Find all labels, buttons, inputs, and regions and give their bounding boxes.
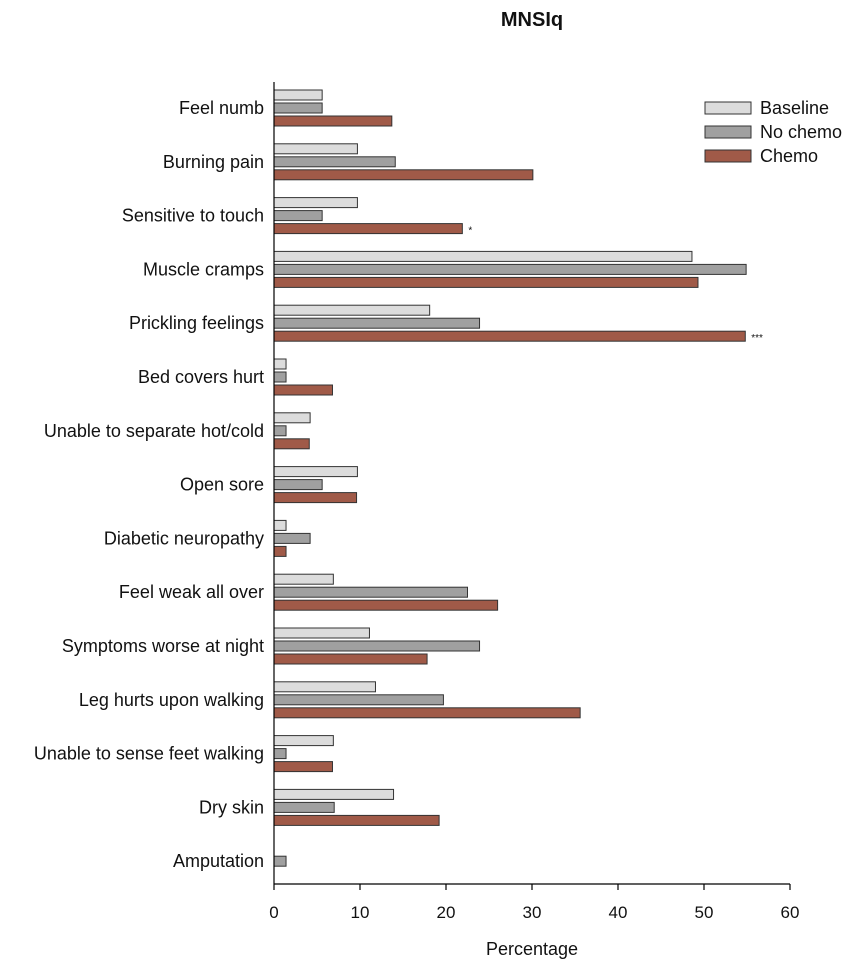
bar-baseline-open-sore [273,466,358,478]
x-tick-label-20: 20 [437,903,456,922]
bar-chemo-symptoms-worse-at-night [273,653,428,665]
bar-no-chemo-dry-skin [273,801,335,813]
bar-chemo-unable-to-sense-feet-walking [273,761,333,773]
bar-chemo-leg-hurts-upon-walking [273,707,581,719]
x-ticks: 0 10 20 30 40 50 60 [269,884,799,922]
bar-chemo-diabetic-neuropathy [273,545,287,557]
legend-swatch-chemo [704,149,752,163]
category-label-dry-skin: Dry skin [199,797,264,817]
category-label-feel-numb: Feel numb [179,98,264,118]
bar-chemo-burning-pain [273,169,534,181]
bar-baseline-symptoms-worse-at-night [273,627,370,639]
legend-label-baseline: Baseline [760,98,829,118]
category-label-sensitive-to-touch: Sensitive to touch [122,206,264,226]
bars-group [273,89,747,867]
bar-baseline-sensitive-to-touch [273,197,358,209]
bar-chemo-muscle-cramps [273,276,699,288]
category-label-bed-covers-hurt: Bed covers hurt [138,367,264,387]
bar-chemo-sensitive-to-touch [273,223,463,235]
category-label-leg-hurts-upon-walking: Leg hurts upon walking [79,690,264,710]
x-tick-label-60: 60 [781,903,800,922]
legend-label-chemo: Chemo [760,146,818,166]
legend-label-no-chemo: No chemo [760,122,842,142]
bar-baseline-diabetic-neuropathy [273,519,287,531]
bar-baseline-muscle-cramps [273,250,693,262]
category-label-unable-to-separate-hot-cold: Unable to separate hot/cold [44,421,264,441]
bar-no-chemo-feel-weak-all-over [273,586,468,598]
bar-baseline-feel-numb [273,89,323,101]
category-label-feel-weak-all-over: Feel weak all over [119,582,264,602]
bar-chemo-unable-to-separate-hot-cold [273,438,310,450]
category-label-diabetic-neuropathy: Diabetic neuropathy [104,528,264,548]
bar-chemo-feel-weak-all-over [273,599,499,611]
bar-chemo-open-sore [273,492,358,504]
bar-chemo-prickling-feelings [273,330,746,342]
bar-chemo-dry-skin [273,814,440,826]
bar-baseline-unable-to-sense-feet-walking [273,735,334,747]
category-label-muscle-cramps: Muscle cramps [143,259,264,279]
x-tick-label-40: 40 [609,903,628,922]
bar-baseline-leg-hurts-upon-walking [273,681,376,693]
legend: Baseline No chemo Chemo [704,98,842,166]
legend-swatch-no-chemo [704,125,752,139]
x-tick-label-30: 30 [523,903,542,922]
bar-no-chemo-burning-pain [273,156,396,168]
category-label-symptoms-worse-at-night: Symptoms worse at night [62,636,264,656]
bar-baseline-bed-covers-hurt [273,358,287,370]
category-label-prickling-feelings: Prickling feelings [129,313,264,333]
bar-baseline-prickling-feelings [273,304,431,316]
bar-baseline-burning-pain [273,143,358,155]
x-tick-label-10: 10 [351,903,370,922]
bar-no-chemo-prickling-feelings [273,317,481,329]
bar-no-chemo-sensitive-to-touch [273,210,323,222]
annotation-sensitive-to-touch: * [468,226,472,237]
bar-no-chemo-bed-covers-hurt [273,371,287,383]
chart-title: MNSIq [501,9,563,31]
significance-annotations: **** [468,226,763,345]
bar-baseline-unable-to-separate-hot-cold [273,412,311,424]
bar-no-chemo-amputation [273,855,287,867]
annotation-prickling-feelings: *** [751,333,763,344]
bar-chemo-feel-numb [273,115,393,127]
x-axis-title: Percentage [486,939,578,959]
x-tick-label-0: 0 [269,903,278,922]
bar-no-chemo-feel-numb [273,102,323,114]
bar-no-chemo-muscle-cramps [273,263,747,275]
category-label-burning-pain: Burning pain [163,152,264,172]
bar-no-chemo-open-sore [273,479,323,491]
bar-chemo-bed-covers-hurt [273,384,333,396]
category-label-amputation: Amputation [173,851,264,871]
bar-no-chemo-unable-to-sense-feet-walking [273,748,287,760]
bar-baseline-dry-skin [273,788,395,800]
x-tick-label-50: 50 [695,903,714,922]
category-label-open-sore: Open sore [180,475,264,495]
bar-baseline-feel-weak-all-over [273,573,334,585]
category-label-unable-to-sense-feet-walking: Unable to sense feet walking [34,744,264,764]
bar-no-chemo-leg-hurts-upon-walking [273,694,444,706]
category-labels: Feel numb Burning pain Sensitive to touch M… [34,98,264,871]
legend-swatch-baseline [704,101,752,115]
bar-no-chemo-unable-to-separate-hot-cold [273,425,287,437]
bar-no-chemo-symptoms-worse-at-night [273,640,481,652]
bar-no-chemo-diabetic-neuropathy [273,532,311,544]
